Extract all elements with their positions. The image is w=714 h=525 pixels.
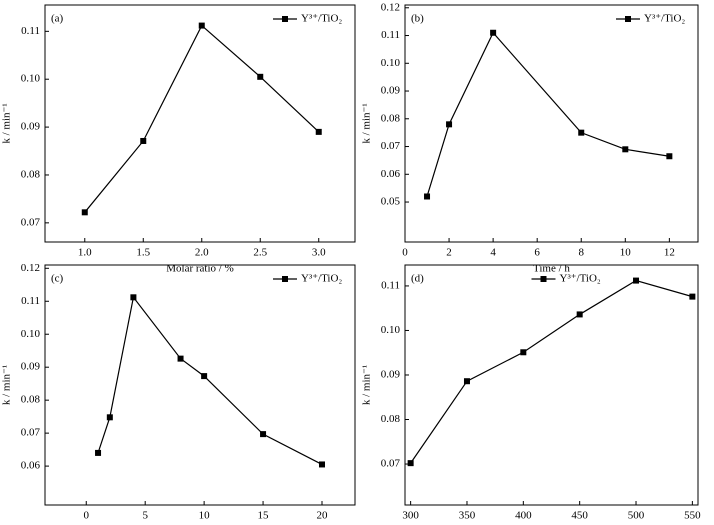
legend-label: Y³⁺/TiO₂ (301, 273, 342, 285)
panel-label: (d) (411, 273, 424, 285)
marker (622, 146, 629, 153)
x-tick-label: 5 (142, 510, 148, 522)
x-tick-label: 10 (620, 247, 632, 259)
x-tick-label: 0 (84, 510, 90, 522)
marker (95, 449, 102, 456)
x-tick-label: 2.5 (253, 247, 267, 259)
y-tick-label: 0.08 (21, 169, 41, 181)
y-tick-label: 0.12 (381, 1, 400, 13)
y-axis-label: k / min⁻¹ (361, 103, 373, 143)
marker (578, 129, 585, 136)
legend-marker (282, 276, 288, 282)
y-tick-label: 0.11 (21, 295, 40, 307)
marker (407, 460, 414, 467)
x-tick-label: 300 (402, 510, 419, 522)
legend-label: Y³⁺/TiO₂ (560, 273, 601, 285)
x-tick-label: 450 (571, 510, 588, 522)
marker (260, 431, 267, 438)
x-tick-label: 4 (490, 247, 496, 259)
legend-marker (282, 16, 288, 22)
y-tick-label: 0.07 (381, 458, 401, 470)
marker (633, 277, 640, 284)
marker (490, 29, 497, 36)
y-tick-label: 0.12 (21, 262, 40, 274)
y-tick-label: 0.10 (21, 328, 41, 340)
panel-label: (a) (51, 13, 64, 25)
y-axis-label: k / min⁻¹ (1, 103, 13, 143)
series-line (426, 31, 670, 197)
marker (201, 373, 208, 380)
x-tick-label: 15 (258, 510, 270, 522)
x-tick-label: 6 (534, 247, 540, 259)
y-tick-label: 0.11 (381, 29, 400, 41)
y-tick-label: 0.09 (381, 85, 401, 97)
marker (446, 121, 453, 128)
y-tick-label: 0.08 (381, 413, 401, 425)
series-line (97, 295, 323, 465)
y-tick-label: 0.10 (381, 324, 401, 336)
marker (140, 137, 147, 144)
marker (177, 355, 184, 362)
marker (257, 73, 264, 80)
marker (689, 293, 696, 300)
y-tick-label: 0.09 (21, 361, 41, 373)
y-tick-label: 0.09 (21, 121, 41, 133)
x-tick-label: 8 (578, 247, 584, 259)
panel-label: (b) (411, 13, 424, 25)
x-tick-label: 0 (402, 247, 408, 259)
marker (130, 294, 137, 301)
y-tick-label: 0.07 (21, 216, 41, 228)
y-tick-label: 0.08 (381, 112, 401, 124)
x-tick-label: 550 (684, 510, 701, 522)
plot-frame (44, 4, 356, 243)
x-tick-label: 2.0 (195, 247, 209, 259)
legend-label: Y³⁺/TiO₂ (301, 13, 342, 25)
x-tick-label: 400 (515, 510, 532, 522)
marker (576, 311, 583, 318)
x-axis-label: Time / h (533, 263, 570, 275)
x-tick-label: 3.0 (312, 247, 326, 259)
y-axis-label: k / min⁻¹ (1, 365, 13, 405)
x-tick-label: 1.0 (78, 247, 92, 259)
x-tick-label: 20 (316, 510, 328, 522)
x-tick-label: 500 (628, 510, 645, 522)
y-tick-label: 0.09 (381, 369, 401, 381)
y-tick-label: 0.06 (381, 168, 401, 180)
marker (520, 349, 527, 356)
series-line (84, 24, 320, 213)
marker (81, 209, 88, 216)
legend-marker (625, 16, 631, 22)
y-tick-label: 0.11 (21, 25, 40, 37)
legend-marker (540, 276, 547, 282)
marker (424, 193, 431, 200)
marker (666, 153, 673, 160)
marker (318, 461, 325, 468)
marker (315, 128, 322, 135)
legend-label: Y³⁺/TiO₂ (644, 13, 685, 25)
y-axis-label: k / min⁻¹ (361, 365, 373, 405)
x-tick-label: 2 (446, 247, 452, 259)
x-tick-label: 350 (459, 510, 476, 522)
series-line (410, 279, 693, 464)
y-tick-label: 0.11 (381, 279, 400, 291)
plot-frame (404, 4, 699, 243)
y-tick-label: 0.07 (21, 427, 41, 439)
plot-frame (404, 264, 699, 506)
panel-label: (c) (51, 273, 64, 285)
y-tick-label: 0.10 (21, 73, 41, 85)
marker (463, 378, 470, 385)
x-tick-label: 1.5 (136, 247, 150, 259)
x-tick-label: 12 (664, 247, 675, 259)
marker (198, 22, 205, 29)
x-tick-label: 10 (199, 510, 211, 522)
y-tick-label: 0.10 (381, 57, 401, 69)
y-tick-label: 0.06 (21, 460, 41, 472)
plot-frame (44, 264, 356, 506)
y-tick-label: 0.08 (21, 394, 41, 406)
y-tick-label: 0.07 (381, 140, 401, 152)
y-tick-label: 0.05 (381, 196, 401, 208)
marker (106, 414, 113, 421)
x-axis-label: Molar ratio / % (166, 263, 234, 275)
